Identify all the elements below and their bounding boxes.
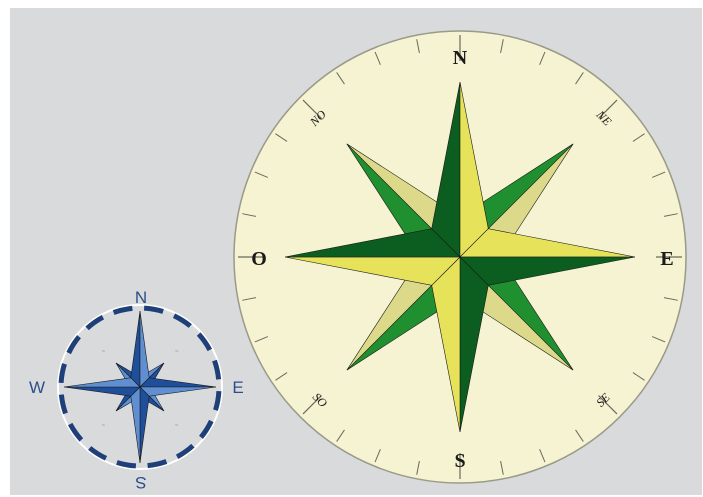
small-ring-segment [175,443,195,460]
large-tick-mark [663,213,678,217]
small-ring-segment [213,390,222,411]
small-intercardinal-mark: ~ [175,349,179,355]
small-intercardinal-mark: ~ [175,423,179,429]
small-ring-segment [143,305,164,314]
large-tick-mark [575,72,584,85]
small-west-label: W [29,378,45,397]
small-ring-segment [147,459,168,469]
small-cardinal-point-left-half [139,386,150,464]
large-cardinal-point-right-half [284,228,461,258]
large-tick-mark [575,429,584,442]
large-tick-mark [598,395,618,415]
large-tick-mark [539,51,546,66]
large-north-label: N [453,47,468,69]
large-east-label: E [660,248,673,270]
large-tick-mark [336,72,345,85]
small-ring-segment [199,419,214,439]
small-east-label: E [232,378,243,397]
large-west-label: O [251,248,267,270]
large-tick-mark [336,429,345,442]
small-ring-segment [212,359,222,380]
small-ring-segment [172,313,192,328]
small-cardinal-point-right-half [139,310,150,388]
large-tick-mark [416,39,420,54]
large-tick-mark [374,448,381,463]
small-intercardinal-mark: ~ [101,423,105,429]
small-compass-cardinal-points [63,310,217,464]
large-tick-mark [242,213,257,217]
large-tick-mark [242,297,257,301]
small-ring-segment [116,460,137,469]
small-south-label: S [135,473,146,492]
large-tick-mark [302,395,322,415]
large-tick-mark [598,99,618,119]
small-ring-segment [66,335,81,355]
large-tick-mark [302,99,322,119]
small-ring-segment [196,332,213,352]
small-intercardinal-mark: ~ [101,349,105,355]
large-south-label: S [454,450,465,472]
large-tick-mark [632,372,645,381]
large-tick-mark [254,336,269,343]
small-compass-rose: ~ ~ ~ ~ N E S W [29,288,244,492]
large-compass-rose: N E S O NE SE SO NO [233,30,687,484]
small-cardinal-point-right-half [139,386,217,397]
large-tick-mark [500,460,504,475]
large-tick-mark [500,39,504,54]
small-ring-segment [67,422,84,442]
large-compass-cardinal-points [284,81,636,433]
large-tick-mark [374,51,381,66]
small-ring-segment [88,446,108,461]
large-tick-mark [663,297,678,301]
large-tick-mark [275,372,288,381]
small-cardinal-point-left-half [139,377,217,388]
small-north-label: N [135,288,147,307]
small-ring-segment [85,314,105,331]
small-cardinal-point-right-half [130,386,141,464]
small-cardinal-point-left-half [63,386,141,397]
large-tick-mark [651,336,666,343]
small-cardinal-point-left-half [130,310,141,388]
small-ring-segment [112,305,133,315]
small-compass-inner-marks: ~ ~ ~ ~ [101,349,179,429]
large-compass-ticks [238,35,682,479]
small-ring-segment [58,394,68,415]
large-tick-mark [275,133,288,142]
large-tick-mark [632,133,645,142]
small-compass-ring [58,305,222,469]
small-cardinal-point-right-half [63,377,141,388]
small-compass-face [57,304,223,470]
large-tick-mark [651,171,666,178]
large-tick-mark [254,171,269,178]
large-tick-mark [416,460,420,475]
small-ring-segment [58,363,67,384]
large-tick-mark [539,448,546,463]
